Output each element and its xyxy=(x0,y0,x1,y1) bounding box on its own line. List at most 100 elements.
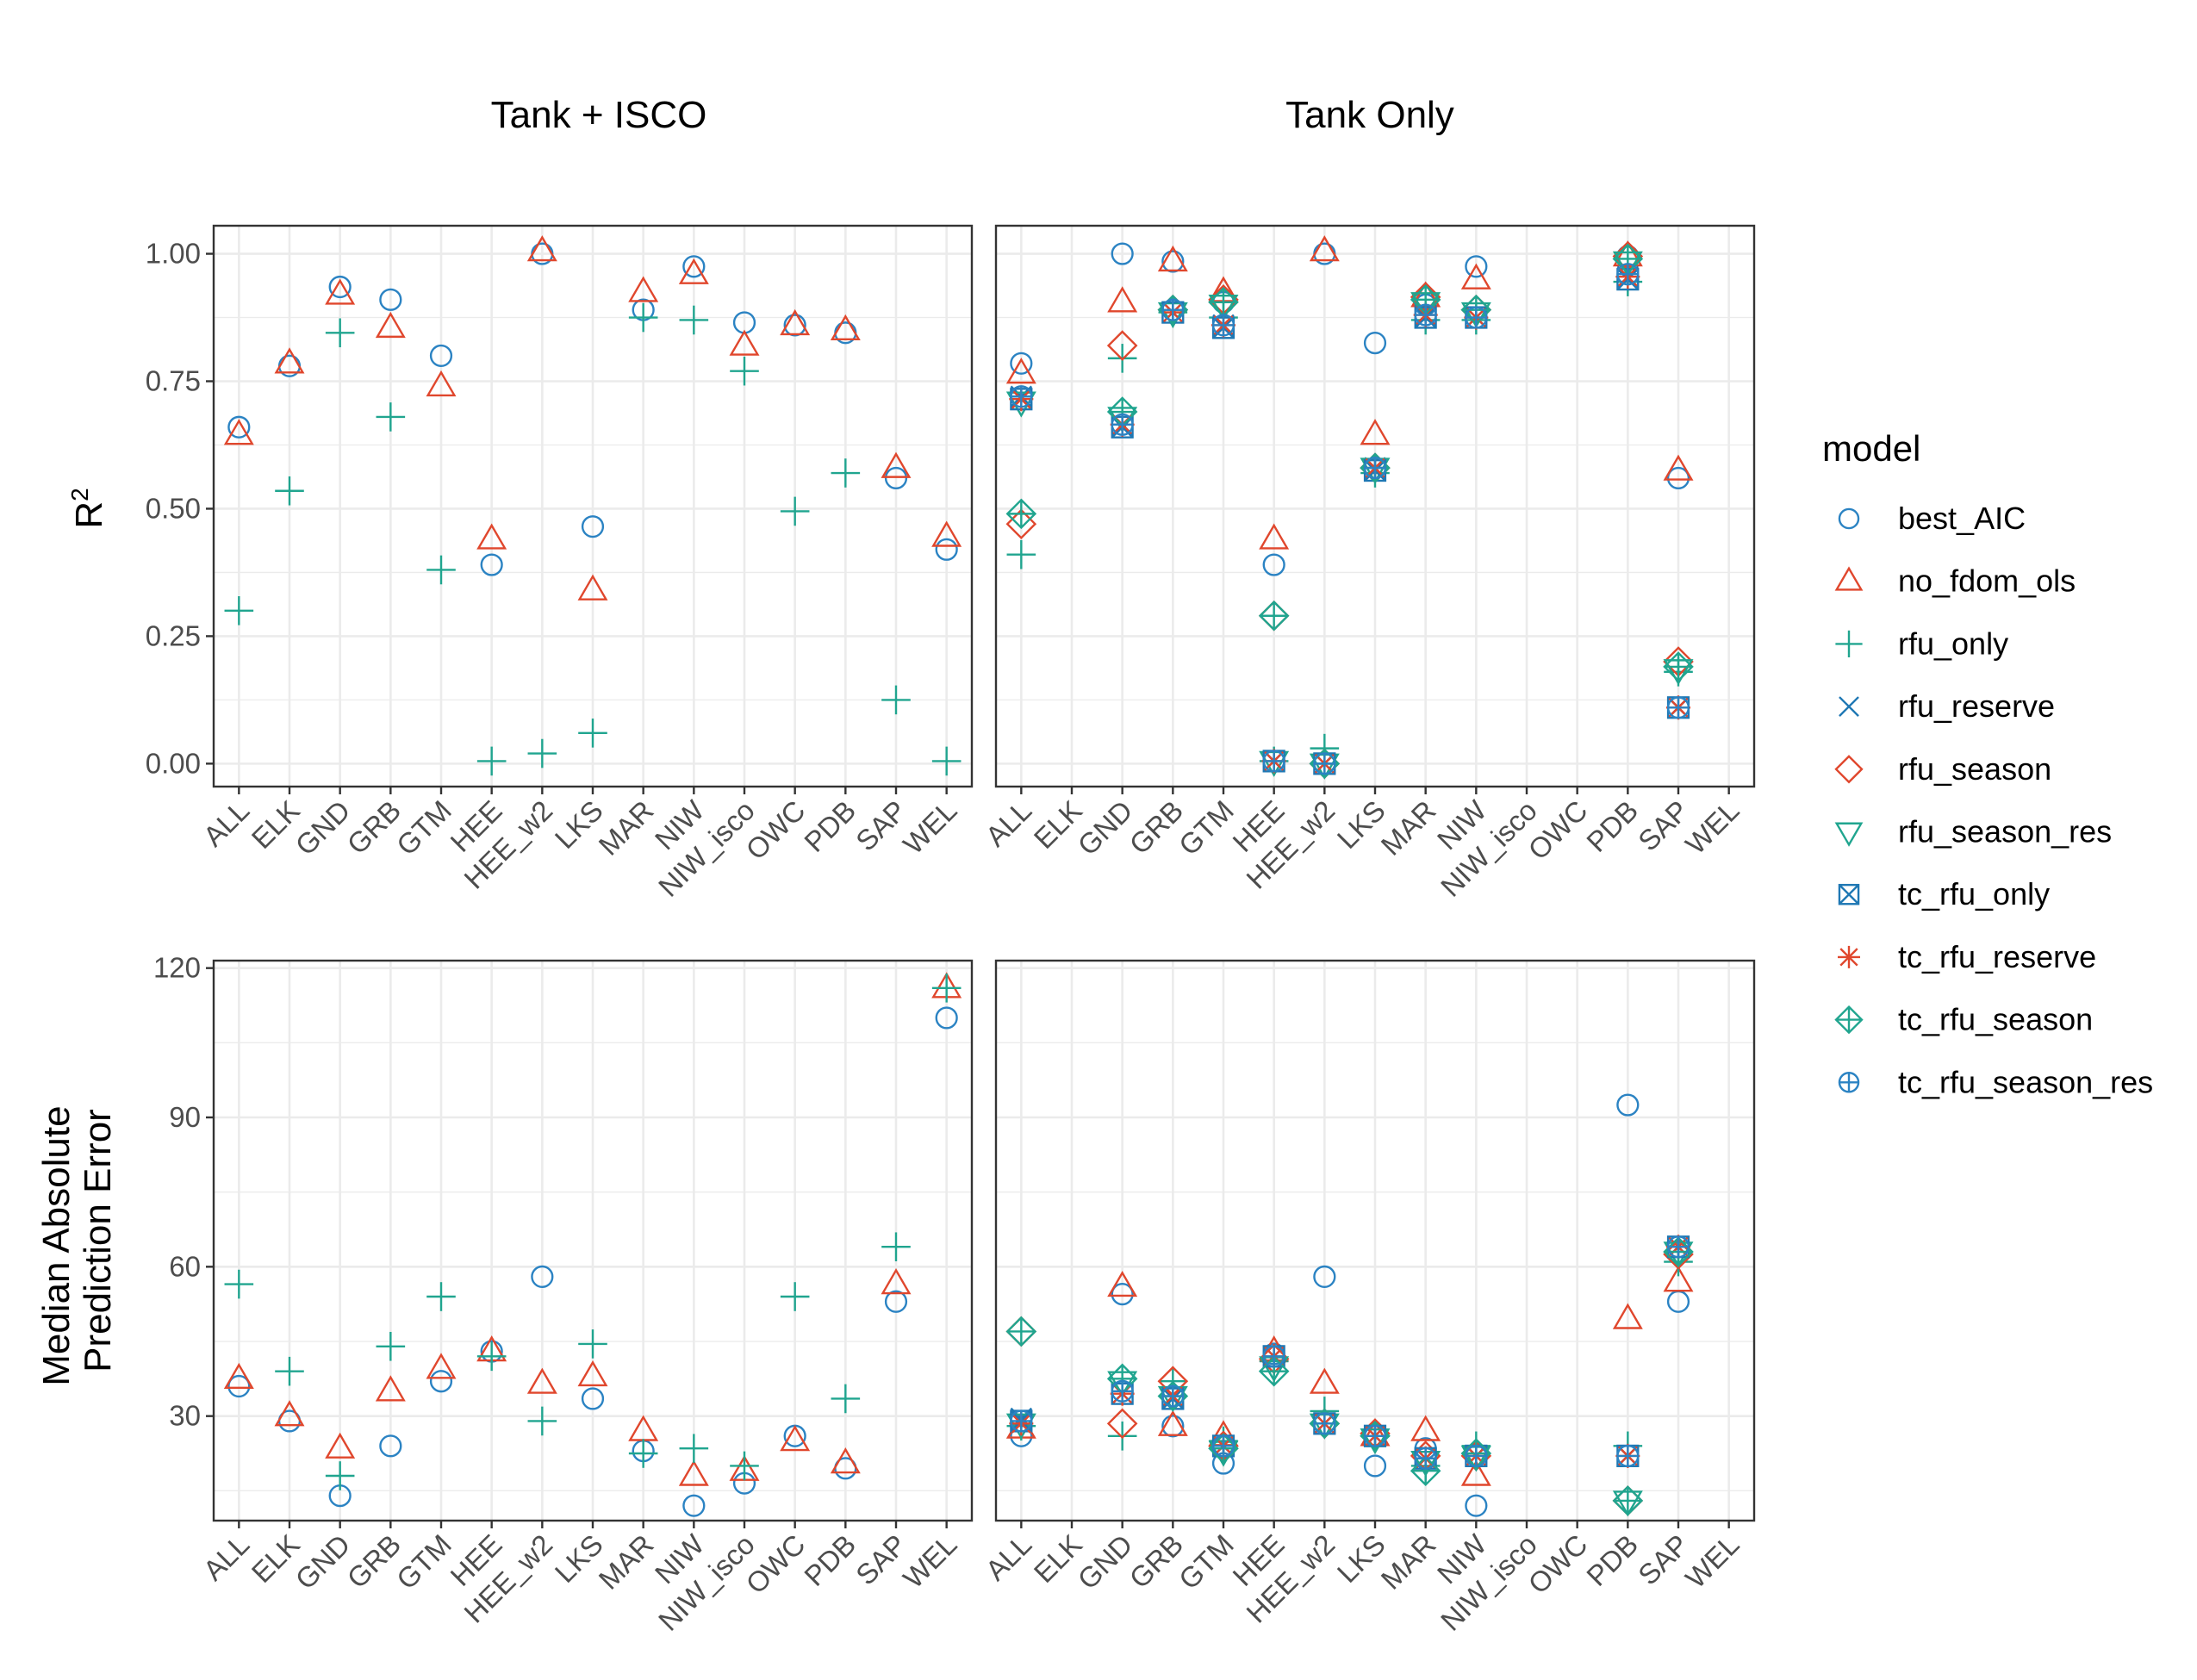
panel-mape-tank-only: ALLELKGNDGRBGTMHEEHEE_w2LKSMARNIWNIW_isc… xyxy=(980,959,1756,1637)
data-point-tc_rfu_season_res xyxy=(1313,1412,1336,1435)
marker-circle xyxy=(531,1265,554,1288)
data-point-rfu_only xyxy=(831,1384,861,1414)
x-tick-label: GND xyxy=(1072,794,1139,862)
x-tick-label: PDB xyxy=(798,794,862,858)
legend-entry-best_AIC: best_AIC xyxy=(1838,501,2026,536)
marker-triangle xyxy=(1612,1303,1643,1329)
legend-label-rfu_season_res: rfu_season_res xyxy=(1898,814,2112,849)
marker-triangle xyxy=(1663,454,1694,481)
marker-circle xyxy=(328,275,352,299)
data-point-no_fdom_ols xyxy=(1460,1459,1491,1486)
marker-circle xyxy=(884,1290,908,1313)
marker-triangle xyxy=(780,308,811,336)
data-point-no_fdom_ols xyxy=(274,347,305,374)
x-tick-label: WEL xyxy=(897,794,963,861)
legend-key-rfu_season_res xyxy=(1834,822,1864,847)
marker-circle xyxy=(429,1370,453,1393)
x-tick-label: MAR xyxy=(1375,1528,1442,1596)
data-point-tc_rfu_season_res xyxy=(1616,1444,1640,1467)
x-tick-label: PDB xyxy=(1580,1528,1644,1592)
data-point-best_AIC xyxy=(581,1387,605,1410)
x-tick-label: GTM xyxy=(1173,1528,1240,1596)
data-point-rfu_only xyxy=(426,1282,456,1311)
legend-entry-rfu_only: rfu_only xyxy=(1835,625,2008,661)
x-tick-label: GRB xyxy=(1123,794,1190,861)
marker-triangle xyxy=(780,1425,811,1452)
marker-triangle xyxy=(526,1367,557,1394)
data-point-no_fdom_ols xyxy=(526,1367,557,1394)
marker-circle xyxy=(1838,507,1860,530)
data-point-no_fdom_ols xyxy=(274,1400,305,1427)
data-point-tc_rfu_season_res xyxy=(1161,1384,1185,1408)
legend-key-tc_rfu_only xyxy=(1838,883,1860,905)
marker-circle xyxy=(1465,1494,1488,1517)
data-point-tc_rfu_season xyxy=(1663,651,1694,682)
data-point-best_AIC xyxy=(379,288,402,311)
facet-title-tank-only: Tank Only xyxy=(1285,94,1454,136)
legend-key-tc_rfu_season_res xyxy=(1838,1072,1860,1093)
marker-square xyxy=(1838,883,1860,905)
data-point-tc_rfu_season_res xyxy=(1262,1345,1285,1368)
data-point-best_AIC xyxy=(1161,1415,1185,1438)
data-point-rfu_only xyxy=(679,1434,709,1464)
legend-label-best_AIC: best_AIC xyxy=(1898,501,2026,536)
data-point-tc_rfu_season_res xyxy=(1465,1444,1488,1467)
data-point-rfu_only xyxy=(527,1406,557,1436)
marker-circle xyxy=(935,1006,958,1030)
data-point-rfu_only xyxy=(730,1451,759,1481)
data-point-rfu_season xyxy=(1106,330,1138,361)
data-point-rfu_only xyxy=(224,596,254,625)
data-point-best_AIC xyxy=(227,1374,251,1398)
data-point-tc_rfu_season_res xyxy=(1666,1235,1690,1259)
marker-circle xyxy=(1666,466,1690,490)
marker-triangle xyxy=(628,276,659,302)
data-point-best_AIC xyxy=(227,415,251,439)
marker-triangle xyxy=(325,278,356,305)
x-tick-label: OWC xyxy=(739,1528,811,1600)
marker-triangle xyxy=(375,311,406,339)
marker-triangle xyxy=(1460,1459,1491,1486)
legend-label-no_fdom_ols: no_fdom_ols xyxy=(1898,563,2076,599)
data-point-tc_rfu_season_res xyxy=(1666,696,1690,719)
legend-entry-tc_rfu_reserve: tc_rfu_reserve xyxy=(1838,939,2096,974)
y-tick-label: 0.50 xyxy=(146,492,201,524)
marker-triangle xyxy=(223,1362,254,1390)
marker-circle xyxy=(581,1387,605,1410)
marker-triangle xyxy=(1157,1409,1188,1436)
x-tick-label: GND xyxy=(289,1528,357,1596)
data-point-no_fdom_ols xyxy=(830,1447,861,1474)
y-tick-label: 90 xyxy=(169,1101,201,1133)
data-point-rfu_season xyxy=(1106,1408,1138,1440)
marker-circle xyxy=(1262,553,1285,576)
x-tick-label: MAR xyxy=(593,1528,660,1596)
x-tick-label: GTM xyxy=(1173,794,1240,862)
data-point-no_fdom_ols xyxy=(325,1432,356,1459)
data-point-best_AIC xyxy=(429,1370,453,1393)
legend-entry-no_fdom_ols: no_fdom_ols xyxy=(1834,563,2076,599)
marker-triangle xyxy=(1107,1270,1138,1297)
marker-triangle xyxy=(274,347,305,374)
data-point-rfu_only xyxy=(224,1269,254,1299)
data-point-no_fdom_ols xyxy=(1612,1303,1643,1329)
marker-triangle xyxy=(426,370,457,397)
data-point-rfu_only xyxy=(527,738,557,768)
data-point-no_fdom_ols xyxy=(526,235,557,262)
y-tick-label: 1.00 xyxy=(146,238,201,270)
data-point-best_AIC xyxy=(1161,250,1185,273)
x-tick-label: OWC xyxy=(1522,1528,1593,1600)
data-point-tc_rfu_season_res xyxy=(1414,1447,1437,1470)
data-point-best_AIC xyxy=(884,1290,908,1313)
data-point-best_AIC xyxy=(328,275,352,299)
data-point-tc_rfu_season xyxy=(1005,1316,1037,1347)
marker-circle xyxy=(1363,1454,1387,1478)
marker-circle xyxy=(884,466,908,490)
marker-triangle-down xyxy=(1834,822,1864,847)
data-point-no_fdom_ols xyxy=(223,1362,254,1390)
marker-circle xyxy=(429,344,453,368)
legend-key-rfu_season xyxy=(1834,755,1864,784)
marker-triangle xyxy=(881,1268,912,1295)
legend-key-tc_rfu_season xyxy=(1834,1005,1864,1035)
marker-triangle xyxy=(1834,566,1864,591)
data-point-best_AIC xyxy=(682,1494,706,1517)
marker-triangle xyxy=(1157,245,1188,272)
